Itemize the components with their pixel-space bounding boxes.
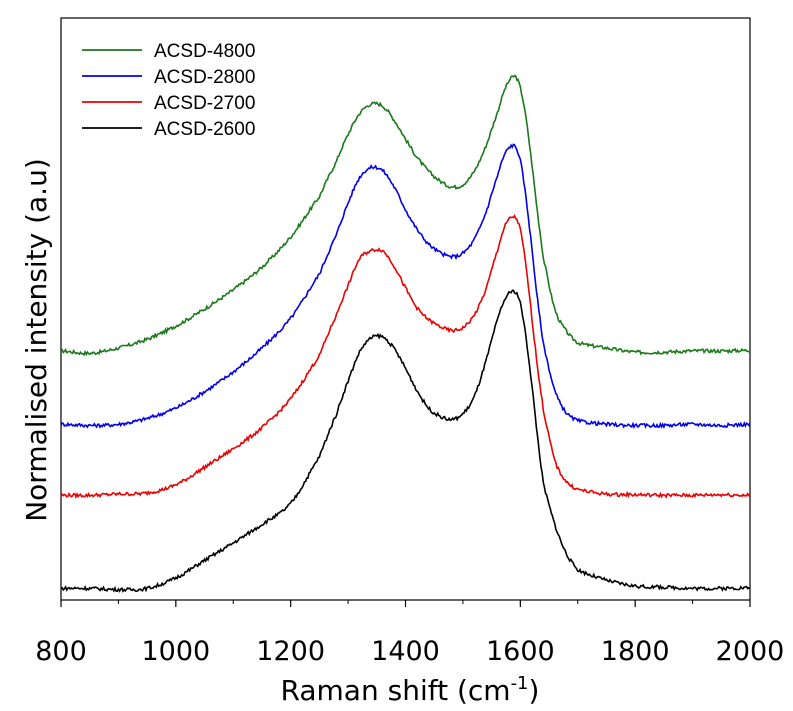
legend-label: ACSD-4800 — [154, 41, 255, 62]
x-tick-label: 800 — [35, 636, 87, 667]
x-axis-title: Raman shift (cm-1) — [281, 673, 540, 707]
series-line-acsd-2600 — [60, 289, 751, 593]
y-axis-title: Normalised intensity (a.u) — [20, 158, 53, 522]
legend-label: ACSD-2600 — [154, 119, 255, 140]
x-tick-label: 1600 — [486, 636, 555, 667]
x-tick-label: 1000 — [141, 636, 210, 667]
series-line-acsd-2700 — [60, 214, 751, 500]
series-layer — [60, 74, 751, 593]
x-tick-label: 1400 — [371, 636, 440, 667]
series-line-acsd-2800 — [60, 143, 751, 430]
legend-label: ACSD-2800 — [154, 67, 255, 88]
x-tick-label: 1800 — [601, 636, 670, 667]
legend-label: ACSD-2700 — [154, 93, 255, 114]
x-tick-label: 1200 — [256, 636, 325, 667]
legend: ACSD-4800 ACSD-2800 ACSD-2700 ACSD-2600 — [82, 41, 255, 140]
x-tick-label: 2000 — [716, 636, 785, 667]
series-line-acsd-4800 — [61, 74, 750, 357]
x-axis: 800 1000 1200 1400 1600 1800 2000 — [35, 600, 784, 667]
